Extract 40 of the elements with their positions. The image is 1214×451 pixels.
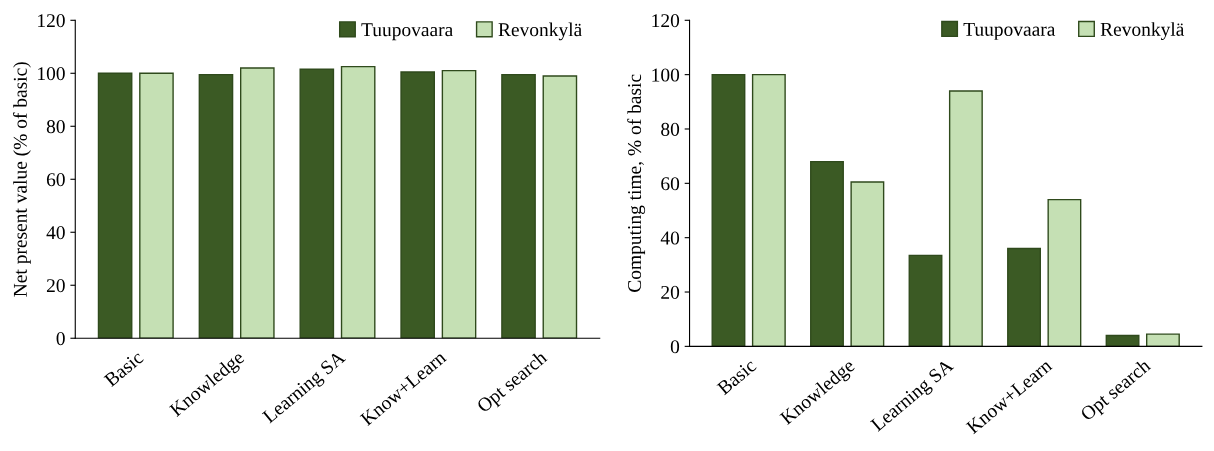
bar [751, 73, 786, 347]
bar [239, 67, 275, 339]
bar [1145, 333, 1180, 347]
bar [340, 65, 376, 339]
y-tick-label: 60 [46, 173, 65, 187]
bar [97, 72, 133, 339]
bar [139, 72, 174, 339]
bar [198, 73, 234, 339]
bar [810, 160, 844, 347]
y-tick-label: 100 [38, 67, 65, 81]
bar [850, 181, 885, 347]
bar [711, 73, 746, 347]
y-tick-label: 20 [661, 285, 680, 299]
y-tick-label: 0 [56, 332, 65, 346]
legend-label: Revonkylä [498, 22, 582, 41]
bar [1105, 334, 1140, 347]
y-tick-label: 20 [46, 279, 65, 293]
bar [1047, 198, 1082, 347]
y-axis-title: Computing time, % of basic [627, 74, 646, 292]
bar [542, 75, 578, 339]
y-tick-label: 40 [660, 231, 680, 245]
bar [908, 254, 943, 347]
legend-label: Tuupovaara [361, 23, 453, 41]
y-tick-label: 100 [652, 68, 680, 82]
bar [400, 71, 436, 339]
y-tick-label: 0 [670, 340, 680, 354]
bar [299, 68, 335, 339]
bar [1007, 247, 1041, 347]
y-tick-label: 60 [661, 177, 680, 191]
y-tick-label: 120 [652, 14, 680, 28]
y-tick-label: 80 [46, 120, 65, 134]
legend-label: Revonkylä [1100, 22, 1185, 40]
bar [948, 90, 983, 347]
y-tick-label: 120 [38, 14, 65, 28]
legend-label: Tuupovaara [963, 22, 1056, 40]
y-axis-title: Net present value (% of basic) [12, 62, 31, 297]
y-tick-label: 40 [46, 226, 65, 240]
bar [501, 73, 536, 339]
y-tick-label: 80 [661, 122, 680, 136]
bar [441, 69, 477, 339]
